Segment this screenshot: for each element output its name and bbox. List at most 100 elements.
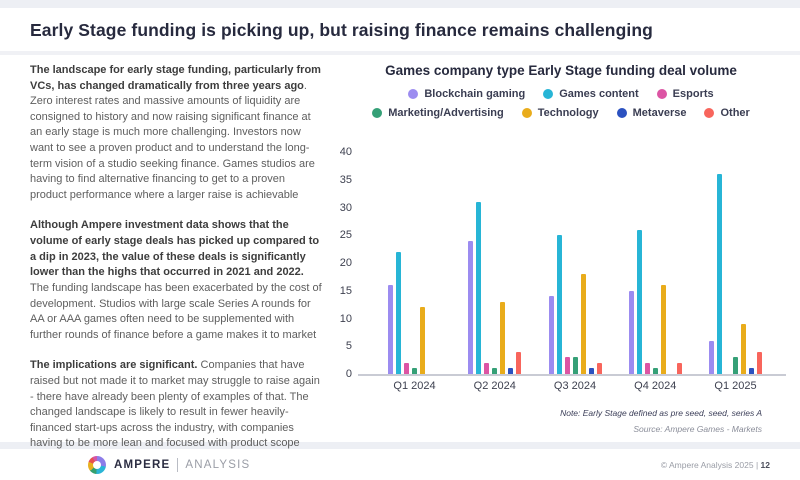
bar-slot <box>556 152 562 374</box>
legend-label: Blockchain gaming <box>424 88 526 100</box>
bar <box>572 357 578 374</box>
bar-slot <box>484 152 490 374</box>
paragraph-body: . Zero interest rates and massive amount… <box>30 79 315 201</box>
paragraph-lead: The implications are significant. <box>30 359 198 372</box>
bar <box>388 285 393 374</box>
y-axis-label: 20 <box>339 257 352 269</box>
bar-slot <box>669 152 674 374</box>
chart-panel: Games company type Early Stage funding d… <box>330 55 792 442</box>
title-bar: Early Stage funding is picking up, but r… <box>0 8 800 51</box>
bar-slot <box>652 152 658 374</box>
brand-name: AMPERE <box>114 458 171 471</box>
page-number: 12 <box>760 459 770 470</box>
chart-note: Note: Early Stage defined as pre seed, s… <box>560 408 762 418</box>
bar <box>644 362 650 374</box>
bar <box>404 362 409 374</box>
bar-group <box>709 152 762 374</box>
bar <box>757 351 762 374</box>
bar <box>516 351 522 374</box>
y-axis-label: 0 <box>345 368 352 380</box>
bar <box>396 251 401 374</box>
bar-slot <box>516 152 522 374</box>
bar-slot <box>564 152 570 374</box>
x-axis-labels: Q1 2024 Q2 2024 Q3 2024 Q4 2024 Q1 2025 <box>358 380 786 392</box>
paragraph-body: The funding landscape has been exacerbat… <box>30 281 322 341</box>
legend-swatch-icon <box>656 89 667 99</box>
paragraph: The landscape for early stage funding, p… <box>30 63 324 203</box>
legend-swatch-icon <box>616 108 627 118</box>
bar <box>556 235 562 374</box>
bar-slot <box>476 152 482 374</box>
bar <box>717 174 722 374</box>
bar-slot <box>492 152 498 374</box>
bar-slot <box>388 152 393 374</box>
page-title: Early Stage funding is picking up, but r… <box>30 20 653 40</box>
bar <box>636 229 642 374</box>
bar <box>733 357 738 374</box>
legend-item: Blockchain gaming <box>408 88 525 100</box>
bar <box>749 368 754 374</box>
bar-slot <box>428 152 433 374</box>
paragraph-body: Companies that have raised but not made … <box>30 359 320 450</box>
legend-swatch-icon <box>704 108 715 118</box>
y-axis-label: 35 <box>339 173 352 186</box>
bar-slot <box>580 152 586 374</box>
bar-slot <box>717 152 722 374</box>
bar-slot <box>741 152 746 374</box>
bar <box>652 368 658 374</box>
bar-slot <box>396 152 401 374</box>
bar-slot <box>436 152 441 374</box>
bar-slot <box>660 152 666 374</box>
bar <box>412 368 417 374</box>
brand-logo: AMPERE ANALYSIS <box>88 455 250 474</box>
copyright-text: © Ampere Analysis 2025 <box>660 459 754 470</box>
bar-group <box>628 152 682 374</box>
paragraph: Although Ampere investment data shows th… <box>30 218 324 343</box>
x-axis-label: Q2 2024 <box>473 380 516 392</box>
legend-item: Esports <box>656 88 714 100</box>
bar-slot <box>404 152 409 374</box>
legend-item: Other <box>704 107 750 119</box>
bar <box>709 340 714 374</box>
paragraph-lead: Although Ampere investment data shows th… <box>30 219 320 279</box>
legend-label: Esports <box>672 88 714 100</box>
y-axis-label: 30 <box>339 201 352 214</box>
bar <box>580 274 586 374</box>
bar <box>741 324 746 374</box>
bar-slot <box>412 152 417 374</box>
legend-item: Technology <box>521 107 599 119</box>
top-accent-strip <box>0 0 800 8</box>
footer: AMPERE ANALYSIS © Ampere Analysis 2025 |… <box>0 449 800 480</box>
y-axis-label: 10 <box>339 312 352 325</box>
copyright-separator: | <box>755 459 759 470</box>
x-axis-label: Q3 2024 <box>553 380 597 392</box>
plot-area: 0 5 10 15 20 25 30 35 40 <box>340 146 786 380</box>
bottom-accent-strip <box>0 442 800 449</box>
bar <box>492 368 498 374</box>
legend-label: Games content <box>559 88 639 100</box>
left-text-column: The landscape for early stage funding, p… <box>30 63 324 467</box>
legend-label: Other <box>720 107 750 119</box>
footer-copyright: © Ampere Analysis 2025 | 12 <box>661 460 770 470</box>
bar-slot <box>709 152 714 374</box>
bar-slot <box>725 152 730 374</box>
bar-slot <box>500 152 506 374</box>
bar-slot <box>757 152 762 374</box>
bar <box>508 368 514 374</box>
x-axis-label: Q1 2024 <box>393 380 436 392</box>
bar-slot <box>628 152 634 374</box>
bar <box>676 362 682 374</box>
y-axis-label: 5 <box>345 340 352 353</box>
content-area: The landscape for early stage funding, p… <box>0 55 800 449</box>
paragraph: The implications are significant. Compan… <box>30 358 324 452</box>
bar-slot <box>572 152 578 374</box>
y-axis-label: 25 <box>339 229 352 242</box>
bar <box>660 285 666 374</box>
chart-title: Games company type Early Stage funding d… <box>385 63 737 78</box>
legend-swatch-icon <box>521 108 532 118</box>
legend-item: Marketing/Advertising <box>372 107 504 119</box>
bar <box>476 201 482 374</box>
bar <box>596 362 602 374</box>
bar-groups <box>358 152 786 374</box>
bar-group <box>468 152 522 374</box>
